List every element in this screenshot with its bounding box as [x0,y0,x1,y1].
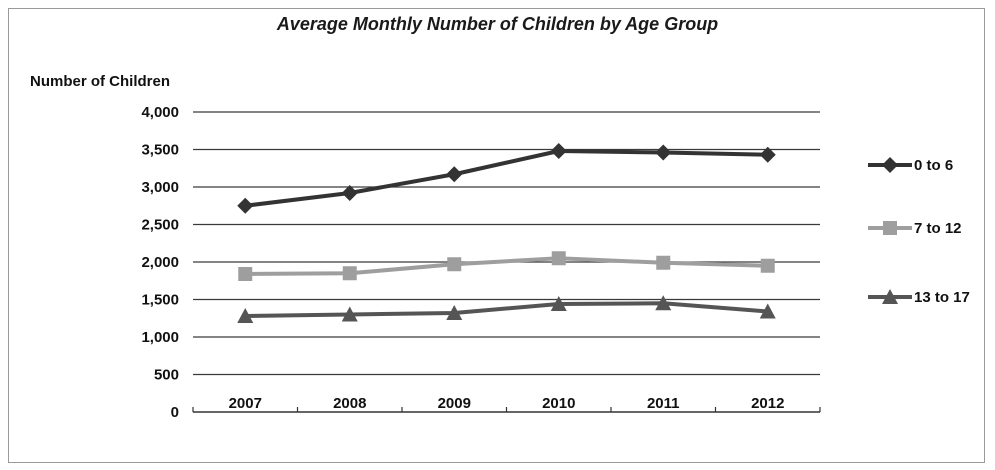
y-tick-label: 2,000 [141,254,179,271]
legend-label: 0 to 6 [914,157,953,174]
y-axis-label: Number of Children [30,73,171,90]
y-tick-label: 4,000 [141,104,179,121]
chart-frame [8,8,985,463]
data-point [341,185,358,201]
data-point [655,295,672,311]
y-tick-label: 2,500 [141,217,179,234]
legend-marker [882,289,898,304]
data-point [341,306,358,322]
data-point [759,303,776,319]
data-point [237,308,254,323]
y-tick-label: 1,000 [141,329,179,346]
chart-title: Average Monthly Number of Children by Ag… [276,14,719,34]
y-tick-label: 0 [171,404,179,421]
data-point [342,266,357,281]
data-point [446,305,463,320]
data-point [238,267,253,281]
y-tick-label: 500 [154,367,179,384]
data-point [550,296,567,311]
data-point [551,251,566,266]
x-tick-label: 2009 [438,395,471,412]
x-tick-label: 2011 [647,395,680,412]
y-tick-label: 1,500 [141,292,179,309]
x-tick-label: 2008 [333,395,366,412]
y-tick-label: 3,000 [141,179,179,196]
series-line-1 [245,256,768,276]
y-tick-label: 3,500 [141,142,179,159]
x-tick-label: 2012 [751,395,784,412]
series-line-2 [245,301,768,318]
x-tick-label: 2010 [542,395,575,412]
data-point [550,143,567,159]
data-point [760,258,775,273]
legend-label: 13 to 17 [914,289,970,306]
data-point [655,144,672,161]
data-point [446,166,463,183]
series-line-0 [245,149,768,208]
legend-marker [883,221,897,235]
data-point [759,146,776,163]
legend-marker [882,157,898,173]
data-point [656,255,671,270]
x-tick-label: 2007 [229,395,262,412]
data-point [237,197,254,214]
data-point [447,257,462,272]
legend-label: 7 to 12 [914,220,962,237]
